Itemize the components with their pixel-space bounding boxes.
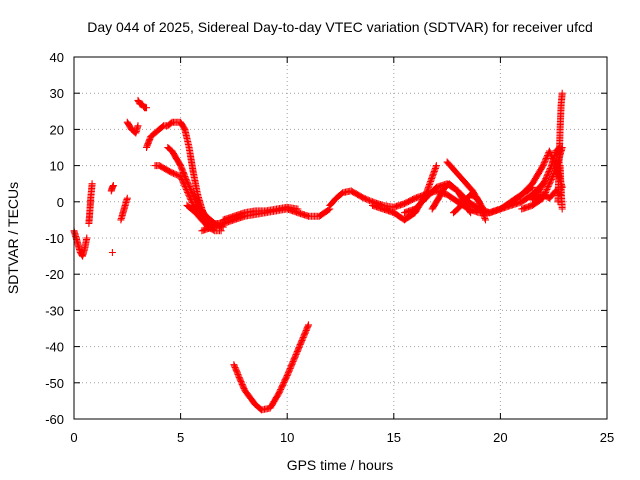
- y-tick-label: -60: [45, 412, 64, 427]
- series-arc-c: [107, 182, 117, 195]
- x-tick-label: 25: [600, 430, 614, 445]
- series-arc-i: [151, 162, 227, 231]
- y-tick-label: 10: [50, 159, 64, 174]
- x-tick-label: 15: [387, 430, 401, 445]
- series-arc-f: [123, 118, 142, 137]
- data-points-arc-s: [443, 158, 489, 224]
- data-points-arc-e: [117, 194, 131, 224]
- data-points-arc-t: [450, 191, 487, 217]
- data-points-arc-n: [230, 321, 312, 414]
- y-tick-label: -40: [45, 340, 64, 355]
- series-arc-g: [134, 96, 150, 112]
- series-arc-s: [443, 158, 489, 224]
- y-tick-label: -20: [45, 267, 64, 282]
- data-points-arc-a: [70, 227, 91, 260]
- y-tick-label: -50: [45, 376, 64, 391]
- series-arc-b: [85, 180, 96, 227]
- x-tick-label: 20: [493, 430, 507, 445]
- series-arc-j: [164, 144, 227, 227]
- data-points-arc-j: [164, 144, 227, 227]
- y-tick-label: -10: [45, 231, 64, 246]
- points-layer: [70, 89, 566, 414]
- data-points-arc-d: [108, 249, 116, 256]
- data-points-arc-m: [219, 203, 302, 224]
- series-arc-d: [108, 249, 116, 256]
- grid-layer: [74, 57, 607, 419]
- series-arc-m: [219, 203, 302, 224]
- series-arc-a: [70, 227, 91, 260]
- y-tick-label: 40: [50, 50, 64, 65]
- series-arc-e: [117, 194, 131, 224]
- tick-layer: 0 5 10 15 20 25 40 30 20 10 0 -10 -20 -30 -40 -50 -60: [45, 50, 614, 445]
- x-axis-label: GPS time / hours: [287, 457, 394, 473]
- chart-title: Day 044 of 2025, Sidereal Day-to-day VTE…: [87, 19, 593, 35]
- data-points-arc-i: [151, 162, 227, 231]
- series-arc-n: [230, 321, 312, 414]
- series-arc-t: [450, 191, 487, 217]
- data-points-arc-g: [134, 96, 150, 112]
- x-tick-label: 0: [70, 430, 77, 445]
- y-tick-label: -30: [45, 303, 64, 318]
- y-tick-label: 0: [57, 195, 64, 210]
- x-tick-label: 5: [177, 430, 184, 445]
- y-axis-label: SDTVAR / TECUs: [5, 182, 21, 294]
- data-points-arc-c: [107, 182, 117, 195]
- series-arc-z: [556, 162, 566, 213]
- plot-frame: [73, 56, 608, 420]
- data-points-arc-b: [85, 180, 96, 227]
- y-tick-label: 20: [50, 122, 64, 137]
- data-points-arc-z: [556, 162, 566, 213]
- y-tick-label: 30: [50, 86, 64, 101]
- data-points-arc-f: [123, 118, 142, 137]
- x-tick-label: 10: [280, 430, 294, 445]
